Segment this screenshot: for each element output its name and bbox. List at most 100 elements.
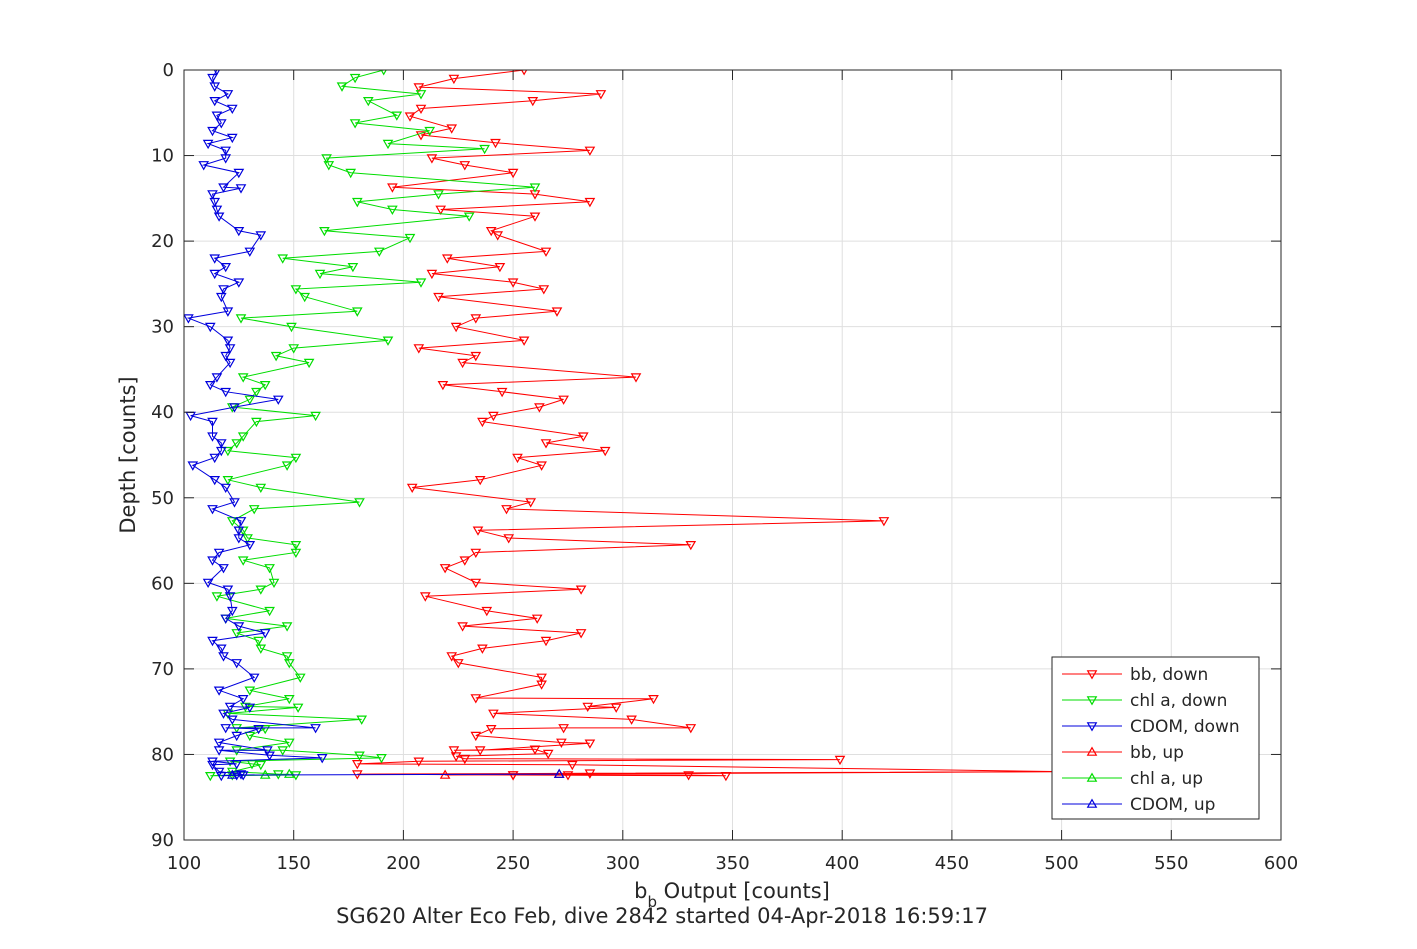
legend-item: bb, up <box>1062 743 1184 763</box>
legend-item: chl a, up <box>1062 769 1203 789</box>
y-tick-label: 50 <box>151 488 174 509</box>
data-point <box>231 439 243 449</box>
data-point <box>231 629 243 639</box>
data-point <box>415 278 427 288</box>
data-point <box>349 73 361 84</box>
data-point <box>477 644 488 654</box>
data-point <box>255 483 267 494</box>
data-point <box>209 254 221 264</box>
data-point <box>507 771 519 781</box>
data-point <box>220 483 232 494</box>
data-point <box>540 636 552 647</box>
data-point <box>404 112 416 122</box>
data-point <box>558 395 569 405</box>
data-point <box>490 138 501 149</box>
data-point <box>380 70 387 76</box>
data-point <box>626 715 637 725</box>
data-point <box>244 247 256 257</box>
data-point <box>520 70 528 76</box>
data-point <box>536 673 547 683</box>
data-point <box>470 731 482 742</box>
data-point <box>231 659 243 669</box>
x-tick-label: 250 <box>496 853 530 874</box>
x-tick-label: 300 <box>606 853 640 874</box>
data-point <box>426 269 438 280</box>
data-point <box>288 344 300 354</box>
legend-label: CDOM, up <box>1130 795 1215 815</box>
x-axis-label-main: b <box>634 879 647 903</box>
data-point <box>207 505 218 515</box>
data-point <box>226 769 238 779</box>
data-point <box>683 771 694 781</box>
data-point <box>283 738 295 749</box>
data-point <box>531 614 543 624</box>
data-point <box>551 307 563 317</box>
data-point <box>391 111 403 121</box>
legend-swatch-marker <box>1086 798 1098 808</box>
data-point <box>450 322 462 333</box>
data-point <box>356 715 368 725</box>
data-point <box>345 168 357 179</box>
data-point <box>222 307 234 317</box>
data-point <box>235 517 247 527</box>
data-point <box>226 133 238 144</box>
data-point <box>373 247 385 257</box>
legend-swatch-marker <box>1086 746 1098 756</box>
data-point <box>470 694 482 704</box>
data-point <box>213 548 225 559</box>
data-point <box>222 585 234 595</box>
data-point <box>259 629 271 639</box>
figure-caption: SG620 Alter Eco Feb, dive 2842 started 0… <box>336 904 988 928</box>
data-point <box>448 74 460 85</box>
data-point <box>575 585 587 595</box>
data-point <box>248 673 260 683</box>
y-tick-label: 0 <box>163 60 174 81</box>
data-point <box>213 70 221 76</box>
data-point <box>470 314 482 324</box>
data-point <box>512 453 523 464</box>
data-point <box>209 453 221 464</box>
data-point <box>237 432 249 442</box>
data-point <box>470 548 482 559</box>
data-point <box>477 417 488 428</box>
data-point <box>610 703 622 713</box>
data-point <box>507 278 519 288</box>
data-point <box>556 738 567 749</box>
data-point <box>222 446 234 457</box>
data-point <box>213 738 225 749</box>
data-point <box>233 168 245 179</box>
x-tick-label: 550 <box>1154 853 1188 874</box>
data-point <box>215 439 227 449</box>
data-point <box>553 768 565 778</box>
data-point <box>446 124 458 134</box>
data-point <box>457 622 468 632</box>
data-point <box>415 131 427 141</box>
series-layer <box>184 70 1067 782</box>
x-axis-label: bb Output [counts] <box>634 879 830 911</box>
data-point <box>562 771 574 781</box>
data-point <box>481 606 493 617</box>
data-point <box>215 119 227 129</box>
data-point <box>202 578 214 589</box>
data-point <box>229 403 240 413</box>
data-point <box>220 387 232 398</box>
data-point <box>413 757 425 767</box>
data-point <box>584 739 596 749</box>
y-tick-label: 60 <box>151 573 174 594</box>
data-point <box>233 526 245 536</box>
data-point <box>187 461 199 471</box>
data-point <box>244 686 256 696</box>
data-point <box>268 578 280 589</box>
tick-labels: 100 150 200 250 300 350 400 450 500 550 600 0 10 20 30… <box>151 60 1298 874</box>
data-point <box>404 233 416 244</box>
data-point <box>503 534 515 544</box>
legend-label: CDOM, down <box>1130 717 1240 737</box>
data-point <box>584 146 596 156</box>
data-point <box>290 453 302 464</box>
data-point <box>259 381 271 391</box>
data-point <box>448 746 460 756</box>
data-point <box>237 373 249 383</box>
data-point <box>387 183 398 193</box>
legend-item: bb, down <box>1062 665 1208 685</box>
